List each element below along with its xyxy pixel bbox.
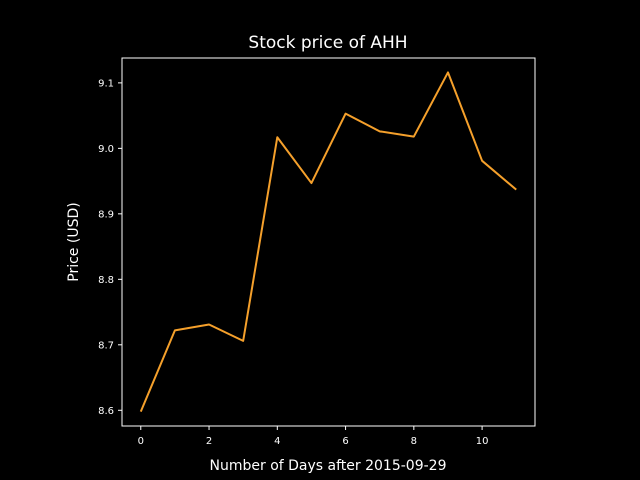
- y-tick-label: 8.6: [98, 406, 114, 417]
- x-axis-label: Number of Days after 2015-09-29: [210, 458, 447, 474]
- chart-title: Stock price of AHH: [248, 33, 407, 53]
- y-tick-label: 8.7: [98, 340, 114, 351]
- x-axis-ticks: 0 2 4 6 8 10: [138, 426, 489, 447]
- x-tick-label: 0: [138, 436, 144, 447]
- y-tick-label: 8.9: [98, 209, 114, 220]
- x-tick-label: 10: [476, 436, 489, 447]
- y-axis-label: Price (USD): [66, 202, 82, 281]
- price-series-line: [139, 71, 517, 412]
- plot-area-frame: [121, 57, 536, 427]
- y-tick-label: 9.1: [98, 78, 114, 89]
- x-tick-label: 4: [274, 436, 280, 447]
- x-tick-label: 6: [342, 436, 348, 447]
- y-axis-ticks: 8.6 8.7 8.8 8.9 9.0 9.1: [98, 78, 122, 417]
- x-tick-label: 8: [411, 436, 417, 447]
- y-tick-label: 8.8: [98, 275, 114, 286]
- series-layer: [139, 71, 517, 412]
- x-tick-label: 2: [206, 436, 212, 447]
- y-tick-label: 9.0: [98, 144, 114, 155]
